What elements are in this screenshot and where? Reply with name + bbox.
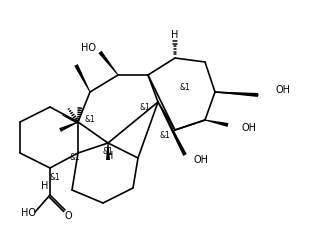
Text: &1: &1 <box>69 154 80 163</box>
Text: &1: &1 <box>140 104 150 113</box>
Polygon shape <box>205 119 228 127</box>
Text: HO: HO <box>20 208 35 218</box>
Polygon shape <box>215 91 258 97</box>
Polygon shape <box>157 102 187 156</box>
Polygon shape <box>62 115 79 124</box>
Polygon shape <box>98 51 118 75</box>
Polygon shape <box>106 143 110 160</box>
Text: H: H <box>171 30 179 40</box>
Text: &1: &1 <box>85 115 95 124</box>
Text: &1: &1 <box>160 130 170 139</box>
Text: OH: OH <box>242 123 257 133</box>
Text: &1: &1 <box>180 84 190 93</box>
Polygon shape <box>59 122 78 132</box>
Text: O: O <box>64 211 72 221</box>
Text: &1: &1 <box>103 148 113 157</box>
Text: H: H <box>106 151 114 161</box>
Text: OH: OH <box>193 155 208 165</box>
Text: H: H <box>41 181 49 191</box>
Text: HO: HO <box>80 43 95 53</box>
Text: &1: &1 <box>50 174 60 183</box>
Text: OH: OH <box>275 85 290 95</box>
Polygon shape <box>74 64 90 92</box>
